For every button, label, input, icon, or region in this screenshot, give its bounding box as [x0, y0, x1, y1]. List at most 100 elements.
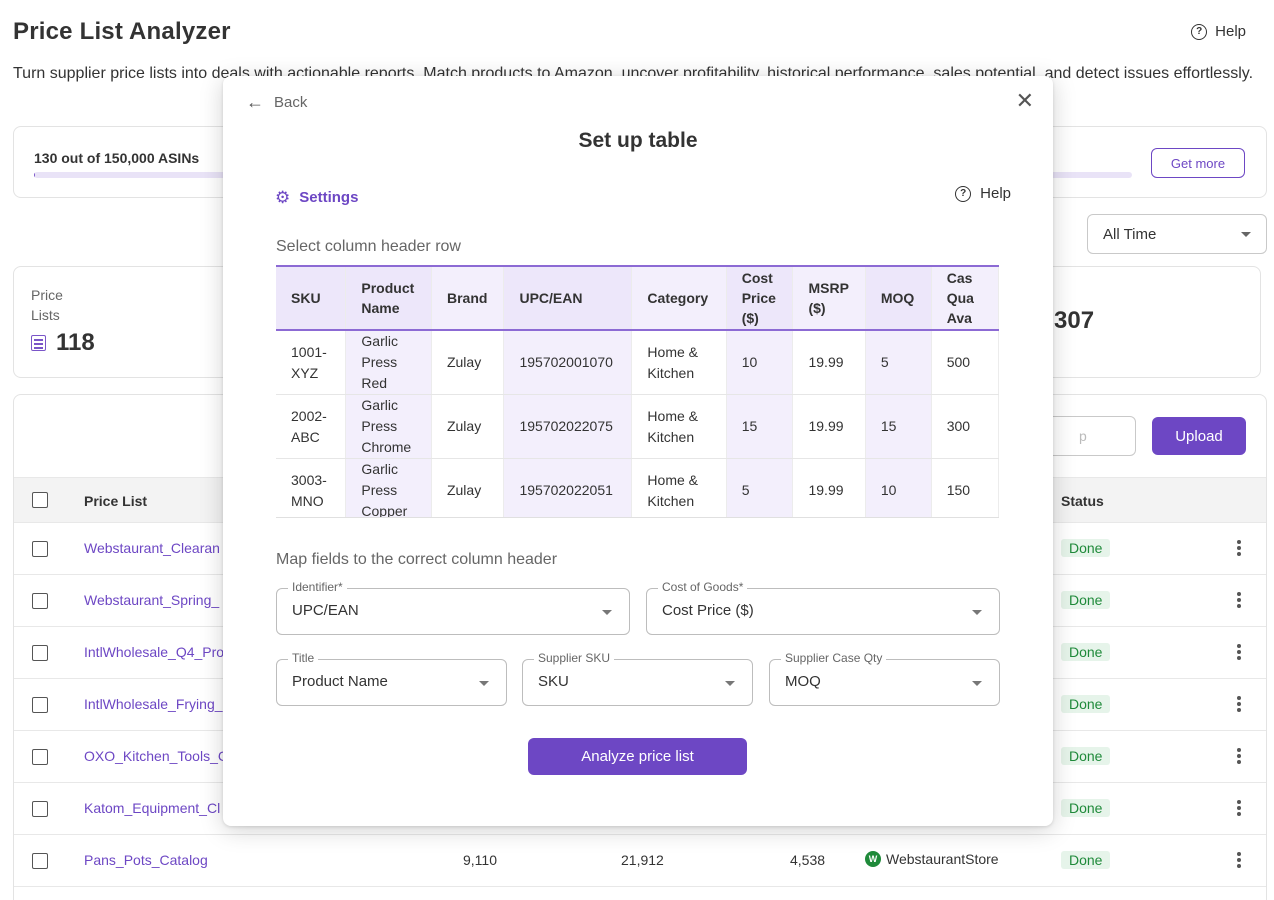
- preview-cell: 10: [865, 458, 932, 517]
- field-label: Title: [288, 651, 319, 665]
- help-label: Help: [1215, 23, 1246, 40]
- preview-row[interactable]: 3003-MNO Garlic Press Copper Zulay 19570…: [276, 458, 999, 517]
- preview-header-brand[interactable]: Brand: [431, 265, 505, 331]
- preview-header-category[interactable]: Category: [631, 265, 727, 331]
- preview-table: SKU Product Name Brand UPC/EAN Category …: [276, 265, 999, 518]
- get-more-button[interactable]: Get more: [1151, 148, 1245, 178]
- chevron-down-icon: [479, 681, 489, 686]
- supplier-case-qty-select[interactable]: Supplier Case Qty MOQ: [769, 651, 1000, 706]
- identifier-select[interactable]: Identifier* UPC/EAN: [276, 580, 630, 635]
- preview-cell: 150: [931, 458, 999, 517]
- time-range-select[interactable]: All Time: [1087, 214, 1267, 254]
- preview-header-sku[interactable]: SKU: [276, 265, 347, 331]
- table-row[interactable]: Pans_Pots_Catalog 9,110 21,912 4,538 W W…: [14, 835, 1266, 887]
- setup-table-modal: ← Back ✕ Set up table ⚙ Settings ? Help …: [223, 76, 1053, 826]
- help-icon: ?: [955, 185, 972, 202]
- select-header-label: Select column header row: [276, 238, 461, 255]
- field-label: Supplier SKU: [534, 651, 615, 665]
- upload-button[interactable]: Upload: [1152, 417, 1246, 455]
- preview-cell: 15: [865, 394, 932, 459]
- quota-text: 130 out of 150,000 ASINs: [34, 150, 200, 166]
- preview-cell: 10: [726, 330, 794, 395]
- field-value: Cost Price ($): [662, 602, 754, 619]
- table-row[interactable]: Webstaurant_Clearan Done: [14, 523, 1266, 575]
- preview-row[interactable]: 1001-XYZ Garlic Press Red Zulay 19570200…: [276, 330, 999, 395]
- back-button[interactable]: ← Back: [246, 93, 307, 111]
- preview-cell: Garlic Press Red: [345, 330, 432, 395]
- row-checkbox[interactable]: [32, 645, 48, 661]
- store-cell: W WebstaurantStore: [865, 851, 999, 867]
- row-checkbox[interactable]: [32, 541, 48, 557]
- quota-progress-fill: [34, 172, 36, 178]
- modal-help-label: Help: [980, 185, 1011, 202]
- preview-cell: Home & Kitchen: [631, 330, 727, 395]
- row-count-3: 4,538: [790, 852, 826, 868]
- settings-link[interactable]: ⚙ Settings: [275, 189, 358, 206]
- preview-cell: Zulay: [431, 330, 505, 395]
- table-row[interactable]: IntlWholesale_Q4_Pro Done: [14, 627, 1266, 679]
- price-lists-value: 118: [56, 329, 95, 356]
- kebab-menu-icon[interactable]: [1237, 540, 1241, 544]
- preview-cell: Garlic Press Copper: [345, 458, 432, 517]
- row-checkbox[interactable]: [32, 697, 48, 713]
- kebab-menu-icon[interactable]: [1237, 852, 1241, 856]
- header-row[interactable]: SKU Product Name Brand UPC/EAN Category …: [276, 265, 999, 331]
- row-count-2: 21,912: [621, 852, 664, 868]
- preview-header-moq[interactable]: MOQ: [865, 265, 932, 331]
- price-list-link[interactable]: Katom_Equipment_Cl: [84, 800, 221, 816]
- preview-header-upc-ean[interactable]: UPC/EAN: [503, 265, 633, 331]
- preview-header-product-name[interactable]: Product Name: [345, 265, 432, 331]
- status-badge: Done: [1061, 747, 1111, 765]
- kebab-menu-icon[interactable]: [1237, 696, 1241, 700]
- close-icon[interactable]: ✕: [1015, 88, 1034, 113]
- status-badge: Done: [1061, 799, 1111, 817]
- select-all-checkbox[interactable]: [32, 492, 48, 508]
- kebab-menu-icon[interactable]: [1237, 748, 1241, 752]
- preview-cell: 195702001070: [503, 330, 633, 395]
- field-value: UPC/EAN: [292, 602, 359, 619]
- row-checkbox[interactable]: [32, 749, 48, 765]
- row-checkbox[interactable]: [32, 801, 48, 817]
- preview-header-case-qty[interactable]: Cas Qua Ava: [931, 265, 999, 331]
- column-header-status[interactable]: Status: [1061, 493, 1104, 509]
- kebab-menu-icon[interactable]: [1237, 592, 1241, 596]
- field-value: Product Name: [292, 673, 388, 690]
- kebab-menu-icon[interactable]: [1237, 800, 1241, 804]
- status-badge: Done: [1061, 591, 1111, 609]
- preview-row[interactable]: 2002-ABC Garlic Press Chrome Zulay 19570…: [276, 394, 999, 459]
- price-list-link[interactable]: Webstaurant_Spring_: [84, 592, 220, 608]
- supplier-sku-select[interactable]: Supplier SKU SKU: [522, 651, 753, 706]
- cost-of-goods-select[interactable]: Cost of Goods* Cost Price ($): [646, 580, 1000, 635]
- field-label: Identifier*: [288, 580, 347, 594]
- preview-cell: Garlic Press Chrome: [345, 394, 432, 459]
- modal-help-link[interactable]: ? Help: [955, 185, 1011, 202]
- help-link[interactable]: ? Help: [1191, 23, 1246, 40]
- row-checkbox[interactable]: [32, 853, 48, 869]
- price-list-link[interactable]: Webstaurant_Clearan: [84, 540, 220, 556]
- table-row[interactable]: Katom_Equipment_Cl Done: [14, 783, 1266, 835]
- preview-header-msrp[interactable]: MSRP ($): [792, 265, 866, 331]
- title-select[interactable]: Title Product Name: [276, 651, 507, 706]
- row-checkbox[interactable]: [32, 593, 48, 609]
- price-list-link[interactable]: Pans_Pots_Catalog: [84, 852, 208, 868]
- analyze-price-list-button[interactable]: Analyze price list: [528, 738, 747, 775]
- field-label: Supplier Case Qty: [781, 651, 887, 665]
- chevron-down-icon: [725, 681, 735, 686]
- preview-cell: 3003-MNO: [276, 458, 347, 517]
- time-range-value: All Time: [1103, 225, 1157, 243]
- price-lists-stat: 118: [31, 329, 95, 357]
- status-badge: Done: [1061, 539, 1111, 557]
- chevron-down-icon: [602, 610, 612, 615]
- preview-cell: 2002-ABC: [276, 394, 347, 459]
- price-list-link[interactable]: IntlWholesale_Q4_Pro: [84, 644, 225, 660]
- kebab-menu-icon[interactable]: [1237, 644, 1241, 648]
- column-header-price-list[interactable]: Price List: [84, 493, 148, 509]
- price-list-link[interactable]: OXO_Kitchen_Tools_C: [84, 748, 228, 764]
- chevron-down-icon: [972, 681, 982, 686]
- preview-cell: 19.99: [792, 330, 866, 395]
- preview-header-cost-price[interactable]: Cost Price ($): [726, 265, 794, 331]
- preview-cell: 300: [931, 394, 999, 459]
- price-list-link[interactable]: IntlWholesale_Frying_: [84, 696, 223, 712]
- preview-cell: 15: [726, 394, 794, 459]
- field-value: SKU: [538, 673, 569, 690]
